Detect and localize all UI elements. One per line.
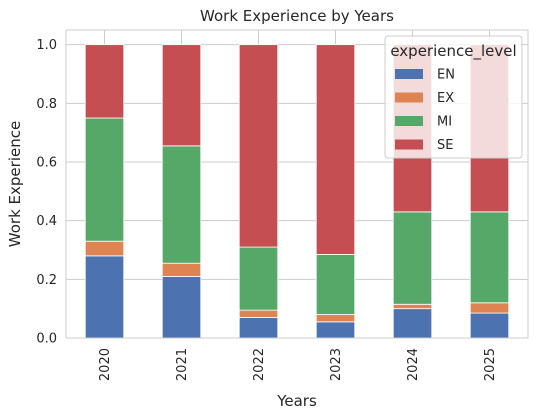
y-tick-label: 0.0 <box>36 332 57 347</box>
bar-segment-en-2023 <box>316 322 355 338</box>
legend-label-mi: MI <box>437 115 452 130</box>
x-axis-title: Years <box>276 392 317 410</box>
bar-segment-mi-2023 <box>316 254 355 314</box>
legend-label-en: EN <box>437 68 455 83</box>
bar-segment-ex-2022 <box>239 310 278 317</box>
chart-title: Work Experience by Years <box>200 7 394 25</box>
bar-segment-se-2020 <box>85 45 124 118</box>
bar-segment-en-2022 <box>239 317 278 338</box>
legend-label-ex: EX <box>437 91 454 106</box>
legend-swatch-se <box>395 140 423 150</box>
bar-segment-en-2020 <box>85 256 124 338</box>
legend-swatch-mi <box>395 116 423 126</box>
bar-segment-ex-2020 <box>85 241 124 256</box>
x-tick-label: 2024 <box>406 348 421 381</box>
bar-segment-ex-2023 <box>316 315 355 322</box>
bar-segment-ex-2024 <box>393 304 432 308</box>
bar-segment-en-2021 <box>162 276 201 338</box>
x-tick-label: 2020 <box>98 348 113 381</box>
y-tick-label: 0.2 <box>36 273 57 288</box>
bar-segment-se-2023 <box>316 45 355 255</box>
x-tick-label: 2023 <box>329 348 344 381</box>
legend-label-se: SE <box>437 138 453 153</box>
y-tick-label: 0.6 <box>36 156 57 171</box>
x-tick-label: 2022 <box>252 348 267 381</box>
bar-segment-se-2022 <box>239 45 278 247</box>
bar-segment-ex-2025 <box>470 303 509 313</box>
bar-segment-mi-2022 <box>239 247 278 310</box>
legend-swatch-ex <box>395 93 423 103</box>
y-tick-label: 1.0 <box>36 38 57 53</box>
bar-segment-en-2025 <box>470 313 509 338</box>
legend-title: experience_level <box>390 42 516 61</box>
bar-segment-se-2021 <box>162 45 201 146</box>
legend-swatch-en <box>395 69 423 79</box>
bar-segment-mi-2024 <box>393 212 432 304</box>
bar-segment-ex-2021 <box>162 263 201 276</box>
bar-segment-mi-2021 <box>162 146 201 263</box>
bar-segment-en-2024 <box>393 309 432 338</box>
bar-segment-mi-2020 <box>85 118 124 241</box>
x-tick-label: 2021 <box>175 348 190 381</box>
legend: experience_level EN EX MI SE <box>385 36 522 158</box>
y-tick-label: 0.8 <box>36 97 57 112</box>
y-axis-title: Work Experience <box>6 121 24 247</box>
x-tick-label: 2025 <box>483 348 498 381</box>
bar-segment-mi-2025 <box>470 212 509 303</box>
y-tick-label: 0.4 <box>36 214 57 229</box>
